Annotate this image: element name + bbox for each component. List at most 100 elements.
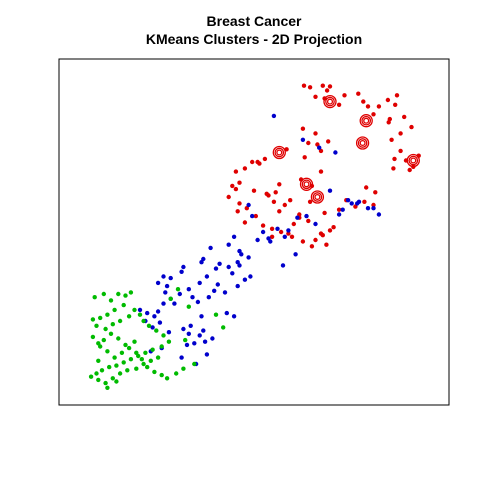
- cluster-1-point: [237, 180, 242, 185]
- cluster-3-point: [92, 295, 97, 300]
- cluster-1-point: [301, 83, 307, 88]
- cluster-1-overlap-marker: [410, 157, 417, 164]
- cluster-1-overlap-marker: [359, 114, 373, 128]
- cluster-2-point: [179, 355, 184, 360]
- cluster-2-point: [164, 283, 170, 289]
- cluster-3-point: [155, 355, 161, 360]
- cluster-1-overlap-marker: [303, 181, 310, 188]
- cluster-2-point: [224, 310, 229, 316]
- cluster-3-point: [125, 368, 130, 373]
- cluster-1-point: [326, 139, 331, 144]
- cluster-3-point: [161, 333, 166, 338]
- cluster-3-point: [174, 371, 179, 376]
- cluster-3-point: [121, 302, 126, 308]
- cluster-3-point: [107, 364, 112, 370]
- cluster-2-point: [313, 221, 318, 227]
- cluster-2-point: [190, 295, 195, 300]
- cluster-2-point: [199, 260, 204, 265]
- cluster-2-point: [239, 252, 244, 257]
- cluster-3-point: [98, 344, 103, 349]
- cluster-1-overlap-marker: [325, 96, 335, 107]
- cluster-2-point: [195, 299, 201, 305]
- cluster-3-point: [134, 366, 139, 371]
- cluster-2-point: [226, 242, 231, 247]
- cluster-3-point: [221, 325, 226, 330]
- cluster-3-point: [152, 369, 157, 375]
- cluster-3-point: [116, 291, 121, 297]
- cluster-3-point: [159, 344, 164, 349]
- cluster-3-point: [90, 317, 96, 322]
- cluster-1-point: [233, 186, 239, 192]
- cluster-1-point: [385, 97, 391, 103]
- cluster-1-overlap-marker: [357, 138, 368, 148]
- cluster-1-overlap-marker: [310, 190, 325, 204]
- cluster-3-point: [94, 371, 99, 376]
- cluster-3-point: [105, 312, 110, 317]
- cluster-3-point: [99, 368, 105, 373]
- cluster-2-point: [184, 342, 190, 348]
- cluster-1-point: [392, 156, 397, 162]
- cluster-1-point: [233, 169, 239, 174]
- cluster-2-point: [157, 320, 163, 325]
- cluster-1-overlap-marker: [326, 98, 334, 105]
- cluster-2-point: [215, 282, 220, 287]
- cluster-2-point: [179, 269, 184, 274]
- cluster-2-point: [204, 352, 210, 357]
- cluster-2-point: [275, 226, 280, 231]
- cluster-1-point: [253, 213, 258, 219]
- cluster-1-point: [318, 148, 324, 154]
- data-points: [88, 83, 421, 390]
- cluster-3-point: [134, 350, 139, 355]
- cluster-2-point: [293, 252, 298, 257]
- cluster-1-point: [315, 142, 320, 147]
- cluster-2-point: [188, 323, 193, 328]
- cluster-3-point: [88, 374, 94, 379]
- cluster-2-point: [206, 295, 211, 300]
- cluster-1-point: [264, 191, 269, 196]
- cluster-2-point: [152, 314, 157, 319]
- cluster-3-point: [123, 293, 128, 298]
- cluster-2-point: [365, 206, 371, 211]
- cluster-1-overlap-marker: [323, 94, 337, 109]
- cluster-1-point: [389, 137, 394, 142]
- cluster-3-point: [101, 291, 107, 297]
- cluster-2-point: [177, 291, 182, 297]
- cluster-2-point: [181, 264, 186, 270]
- cluster-1-point: [398, 148, 403, 154]
- cluster-2-point: [231, 234, 237, 239]
- cluster-1-point: [320, 83, 325, 88]
- cluster-1-point: [342, 93, 347, 98]
- cluster-3-point: [126, 314, 132, 319]
- cluster-2-point: [336, 212, 342, 217]
- cluster-1-point: [300, 239, 306, 244]
- cluster-2-point: [235, 283, 240, 289]
- cluster-2-point: [145, 310, 150, 316]
- cluster-1-point: [371, 112, 376, 117]
- cluster-3-point: [137, 312, 143, 317]
- cluster-2-point: [300, 137, 306, 142]
- cluster-3-point: [159, 372, 164, 378]
- cluster-1-point: [269, 226, 275, 231]
- cluster-1-point: [324, 88, 330, 93]
- cluster-1-point: [242, 166, 248, 171]
- cluster-1-point: [318, 169, 324, 174]
- cluster-1-point: [356, 91, 361, 96]
- cluster-2-point: [172, 301, 177, 306]
- cluster-1-point: [386, 120, 391, 125]
- cluster-3-point: [192, 361, 197, 367]
- cluster-1-point: [288, 198, 293, 203]
- cluster-3-point: [121, 360, 126, 365]
- cluster-1-point: [371, 202, 376, 208]
- cluster-2-point: [280, 263, 286, 268]
- cluster-1-overlap-marker: [299, 177, 314, 191]
- cluster-1-point: [262, 156, 268, 162]
- cluster-2-point: [242, 277, 248, 282]
- cluster-1-point: [306, 140, 311, 146]
- cluster-2-point: [226, 264, 231, 270]
- cluster-2-point: [137, 307, 143, 313]
- cluster-1-point: [313, 131, 318, 136]
- cluster-3-point: [146, 323, 152, 328]
- cluster-2-point: [327, 188, 333, 193]
- cluster-3-point: [168, 296, 173, 301]
